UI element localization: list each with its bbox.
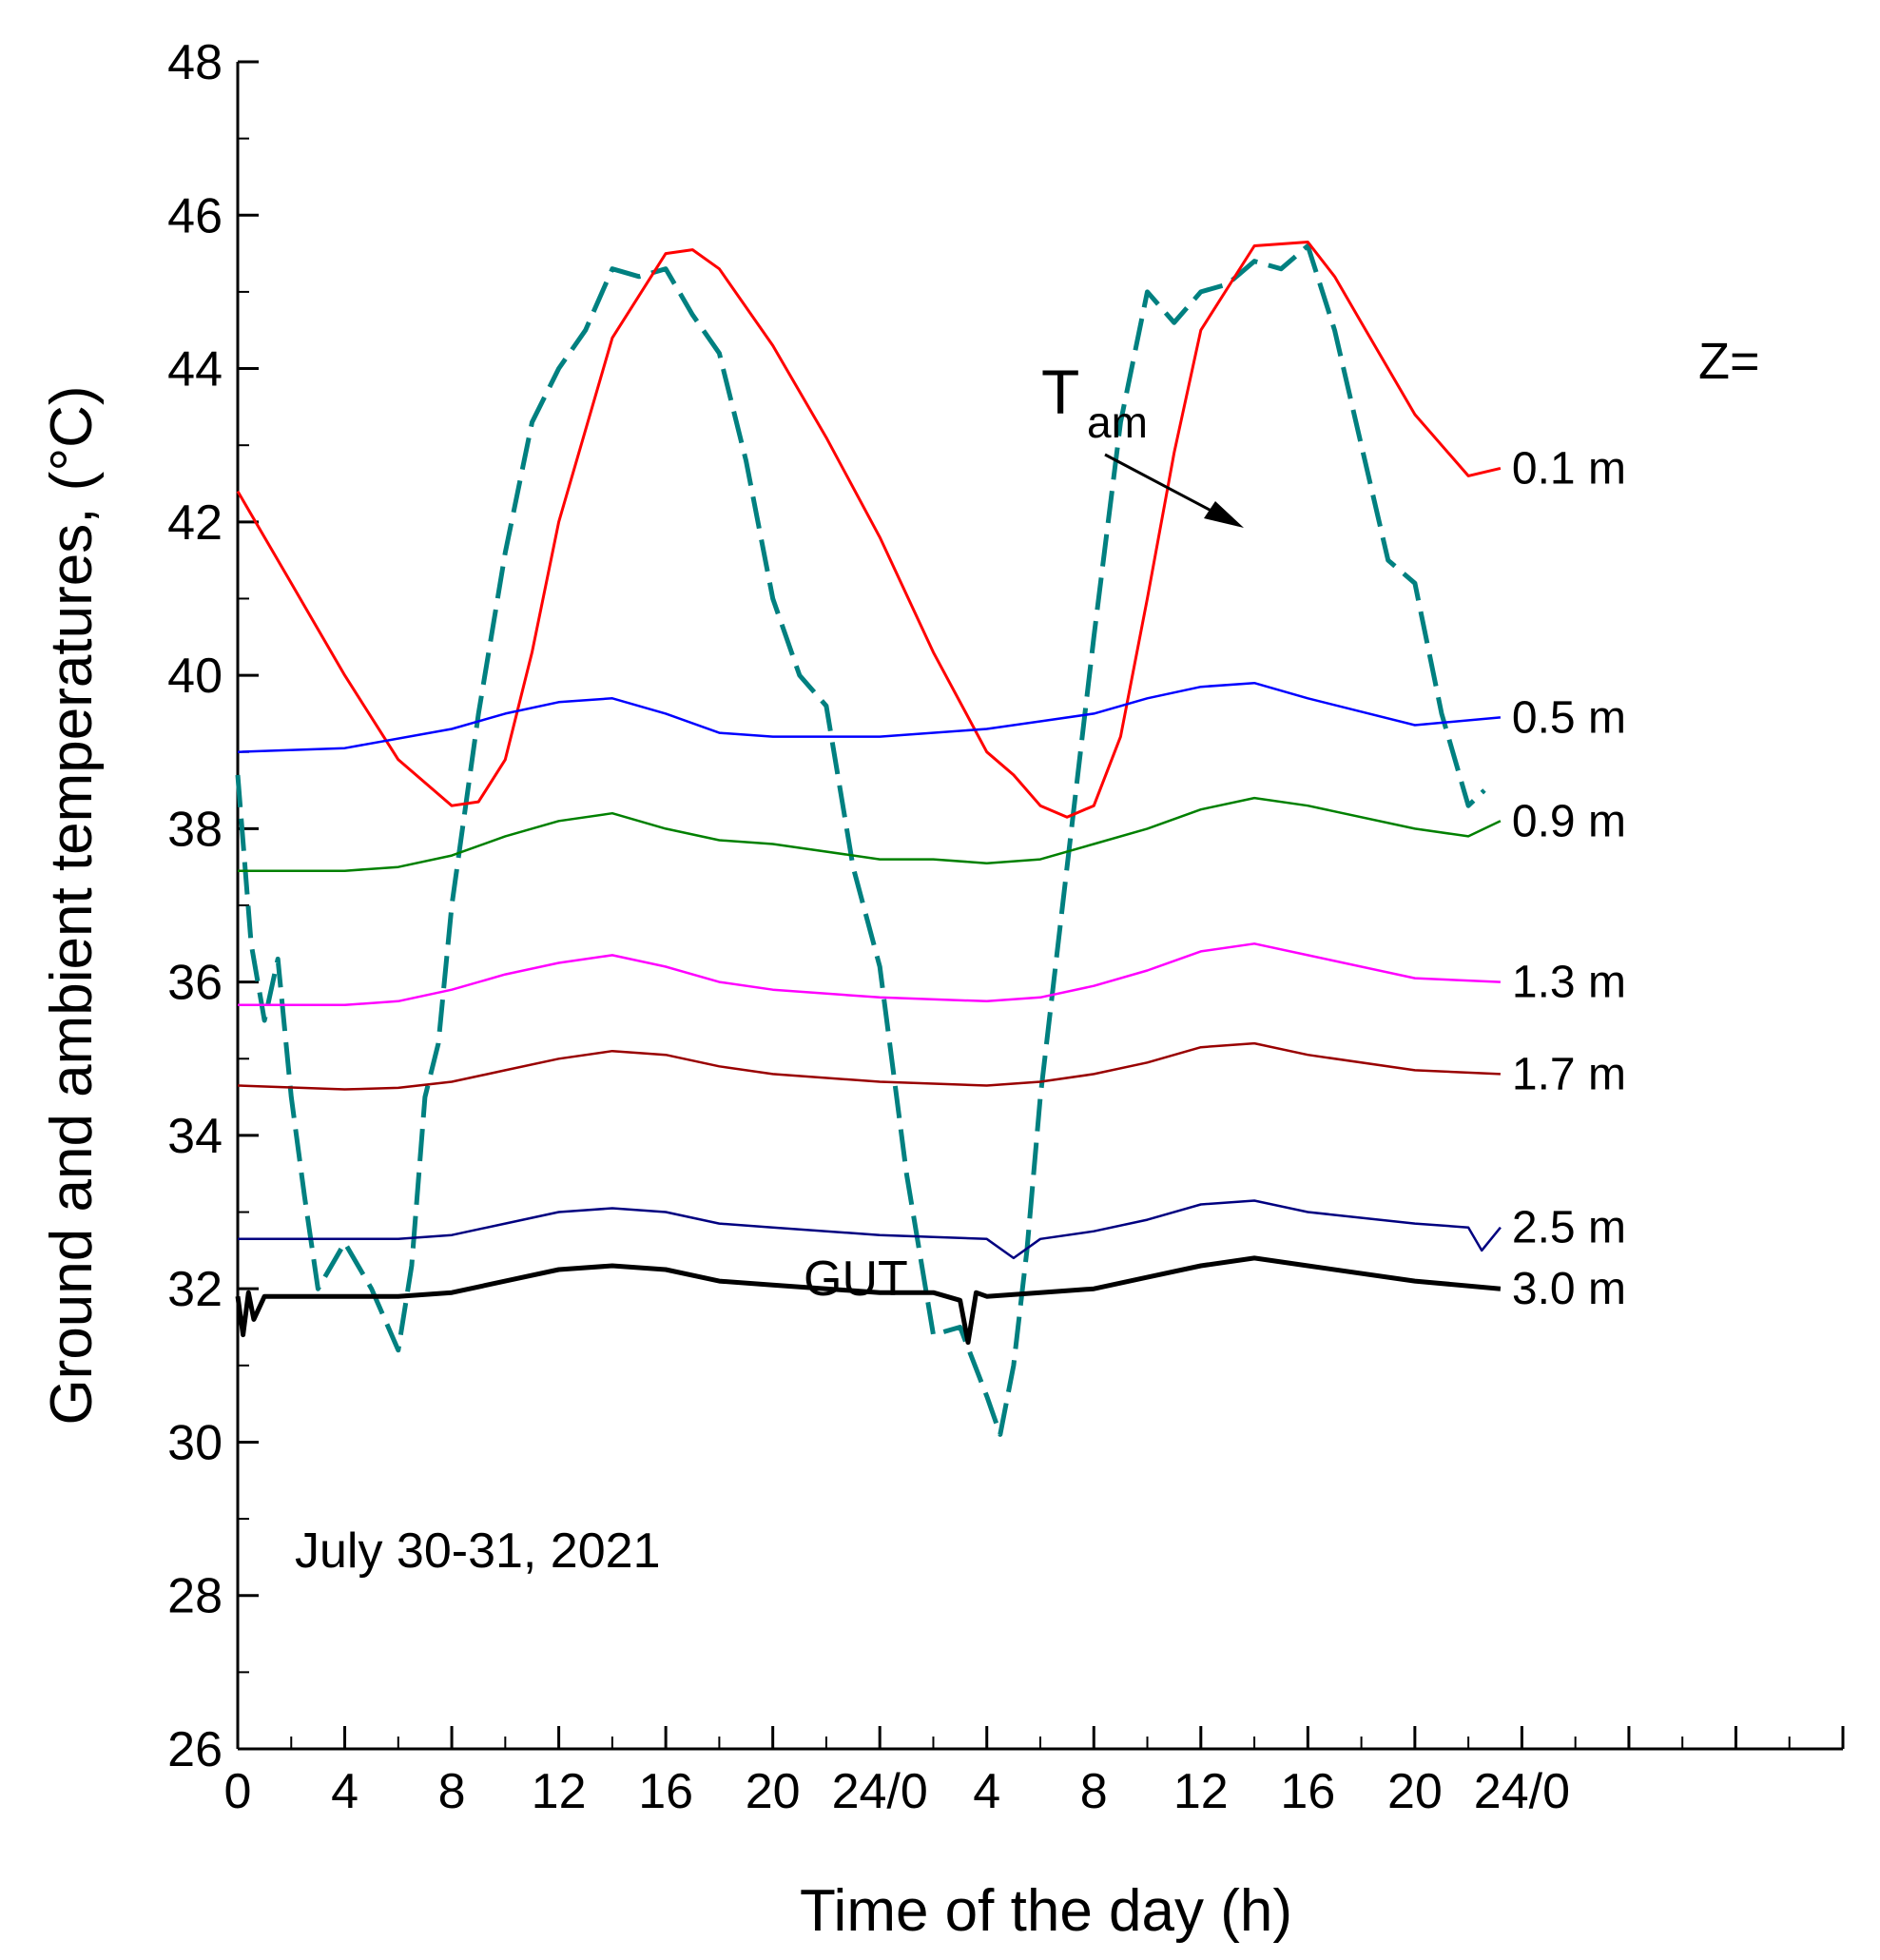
date-annotation: July 30-31, 2021 [295, 1523, 661, 1579]
series-line-tam [235, 243, 1486, 1437]
x-tick-label: 4 [331, 1764, 359, 1819]
series-line-3-0-m [235, 1255, 1502, 1346]
y-ticks: 26 28 30 32 34 36 38 40 42 44 46 48 [167, 35, 259, 1777]
series-line-0-9-m [238, 796, 1502, 872]
gut-annotation: GUT [804, 1252, 908, 1307]
series-line-1-3-m [238, 942, 1501, 1007]
series-line-2-5-m [238, 1199, 1502, 1260]
x-tick-label: 20 [746, 1764, 801, 1819]
y-tick-label: 30 [167, 1415, 223, 1470]
series-label-0-5-m: 0.5 m [1512, 692, 1626, 743]
y-tick-label: 46 [167, 188, 223, 243]
x-tick-label: 0 [224, 1764, 252, 1819]
y-tick-label: 38 [167, 802, 223, 857]
tam-label: T [1041, 357, 1079, 427]
series-label-1-7-m: 1.7 m [1512, 1049, 1626, 1099]
series-label-3-0-m: 3.0 m [1512, 1264, 1626, 1314]
z-header-label: Z= [1698, 333, 1760, 390]
y-tick-label: 48 [167, 35, 223, 90]
x-tick-label: 8 [438, 1764, 466, 1819]
series-line-0-1-m [236, 241, 1502, 819]
series-label-1-3-m: 1.3 m [1512, 958, 1626, 1008]
y-tick-label: 36 [167, 956, 223, 1011]
series-line-0-5-m [237, 681, 1502, 753]
tam-arrow-head [1204, 501, 1244, 528]
tam-label-subscript: am [1087, 398, 1148, 447]
y-tick-label: 28 [167, 1569, 223, 1624]
x-tick-label: 8 [1080, 1764, 1108, 1819]
x-tick-label: 4 [973, 1764, 1000, 1819]
y-axis-title: Ground and ambient temperatures, (°C) [39, 385, 105, 1425]
x-tick-label: 16 [638, 1764, 693, 1819]
series-labels: 0.1 m 0.5 m 0.9 m 1.3 m 1.7 m 2.5 m 3.0 m [1512, 443, 1626, 1314]
x-axis-title: Time of the day (h) [800, 1878, 1292, 1944]
series-line-1-7-m [237, 1041, 1501, 1091]
y-tick-label: 42 [167, 495, 223, 551]
x-tick-label: 16 [1280, 1764, 1335, 1819]
y-tick-label: 32 [167, 1262, 223, 1317]
series-label-2-5-m: 2.5 m [1512, 1203, 1626, 1253]
y-tick-label: 44 [167, 342, 223, 398]
y-tick-label: 26 [167, 1722, 223, 1777]
plot-area [236, 62, 1843, 1751]
x-tick-label: 20 [1387, 1764, 1443, 1819]
x-tick-label: 24/0 [832, 1764, 928, 1819]
x-tick-label: 12 [532, 1764, 587, 1819]
x-ticks: 0 4 8 12 16 20 24/0 4 8 12 16 20 24/0 [224, 1726, 1845, 1819]
x-tick-label: 12 [1173, 1764, 1229, 1819]
series-layer [235, 241, 1502, 1437]
x-tick-label: 24/0 [1474, 1764, 1570, 1819]
y-tick-label: 34 [167, 1109, 223, 1164]
y-tick-label: 40 [167, 649, 223, 704]
tam-annotation: T am [1041, 357, 1244, 528]
series-label-0-1-m: 0.1 m [1512, 443, 1626, 494]
series-label-0-9-m: 0.9 m [1512, 796, 1626, 846]
